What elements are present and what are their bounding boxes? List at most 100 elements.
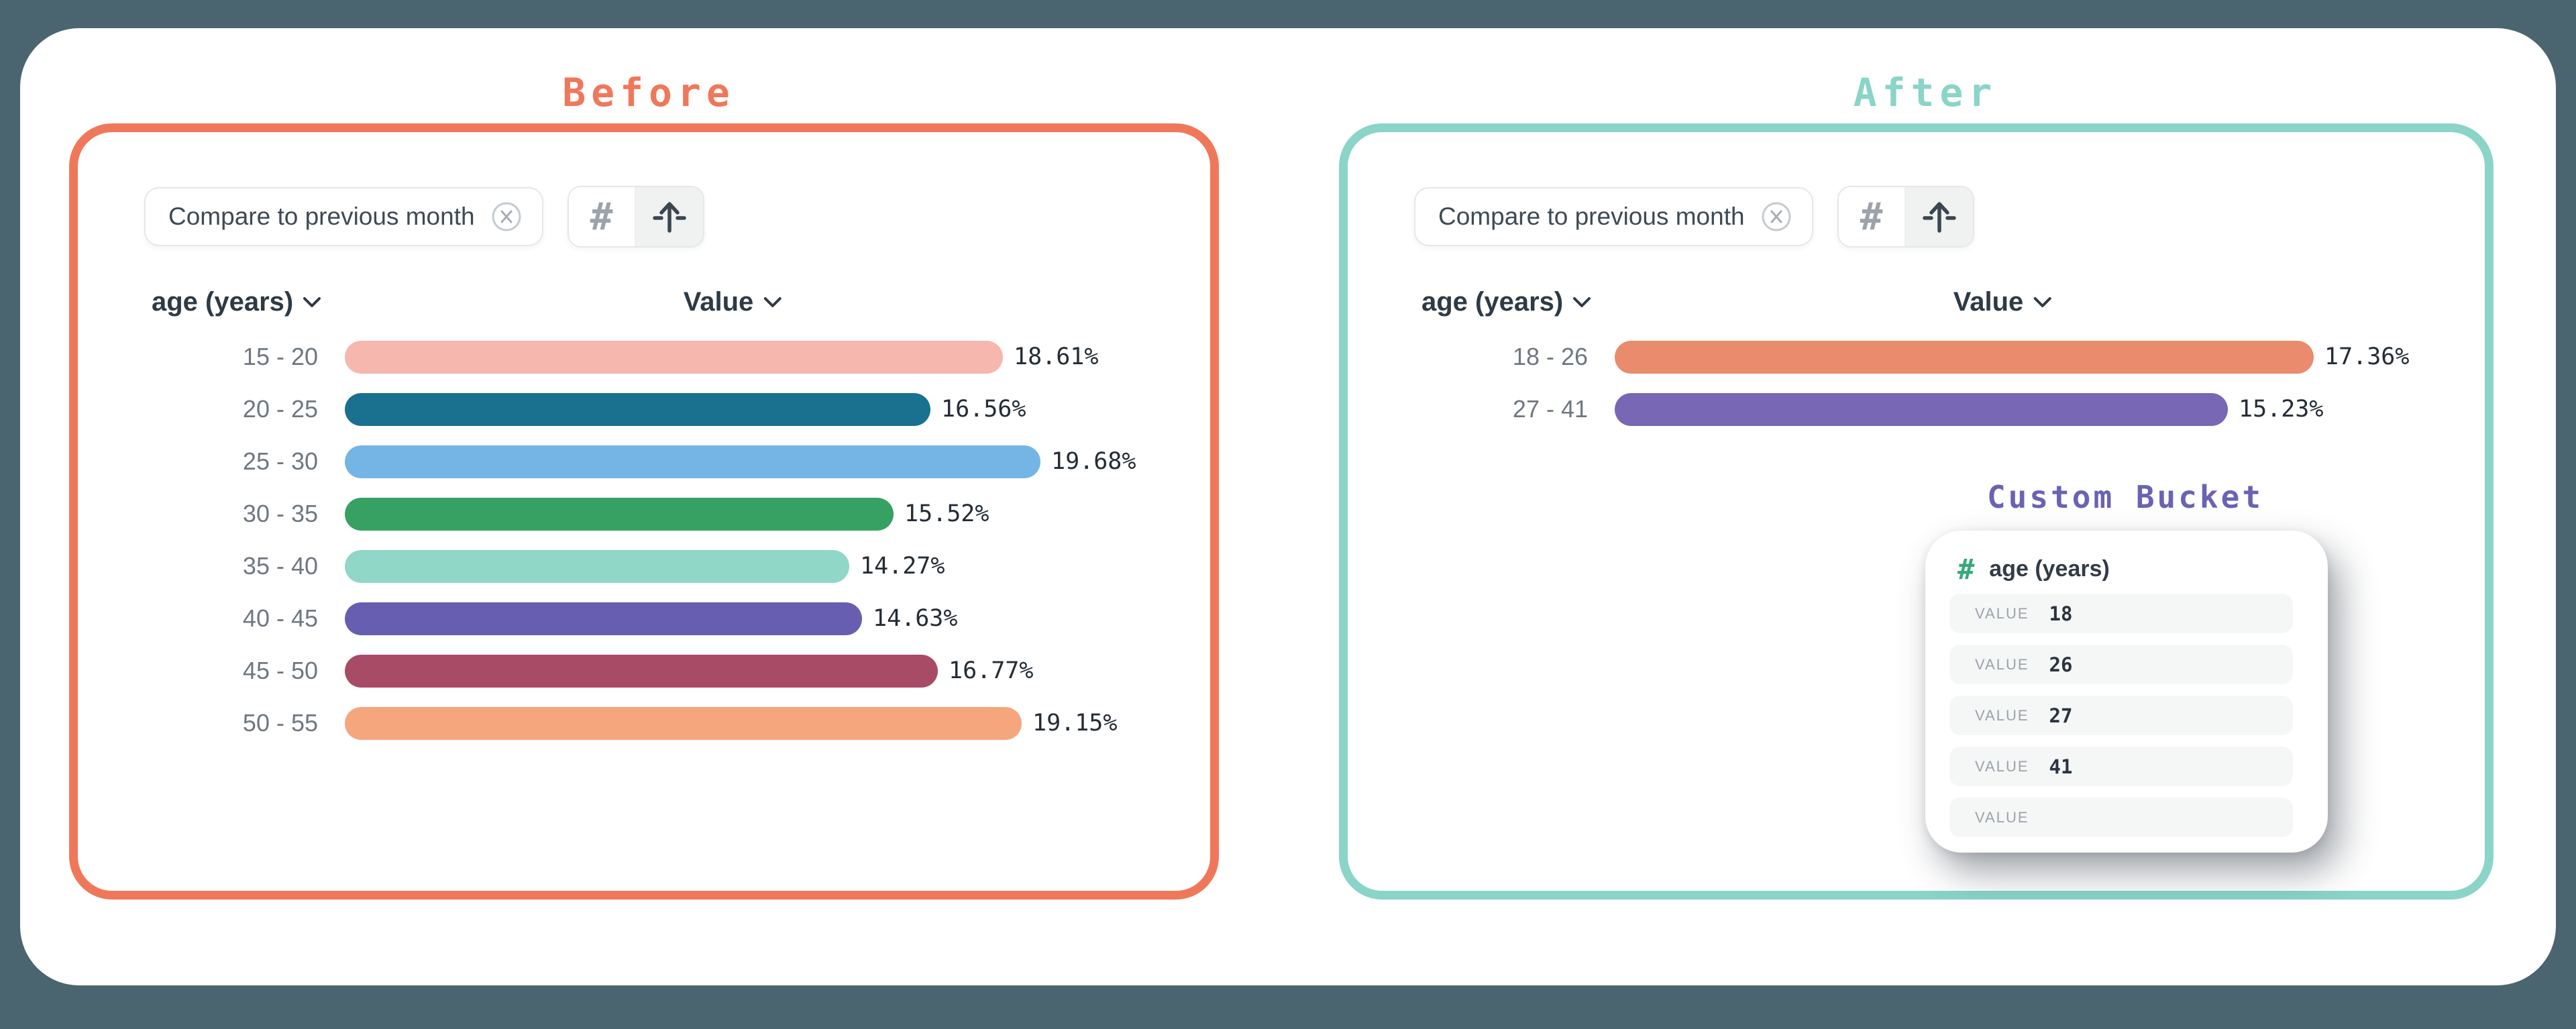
after-toolbar: Compare to previous month # [1414, 186, 1974, 248]
bar[interactable] [345, 706, 1022, 740]
bar[interactable] [345, 392, 930, 426]
before-toolbar: Compare to previous month # [144, 186, 704, 248]
column-header-value-label: Value [683, 287, 754, 317]
bar[interactable] [1615, 392, 2228, 426]
value-input[interactable]: 27 [2049, 704, 2073, 727]
after-bar-chart: 18 - 26 17.36% 27 - 41 15.23% [1348, 331, 2485, 435]
hash-view-button[interactable]: # [568, 187, 636, 246]
bar-track: 14.63% [345, 602, 1210, 635]
column-header-value[interactable]: Value [684, 287, 782, 317]
category-label: 15 - 20 [242, 343, 318, 370]
custom-bucket-title: Custom Bucket [1986, 479, 2264, 515]
bar-track: 17.36% [1615, 340, 2485, 374]
value-input[interactable]: 26 [2049, 653, 2073, 676]
value-row-label: VALUE [1975, 757, 2029, 775]
category-label: 25 - 30 [242, 447, 318, 475]
before-panel: Compare to previous month # age (years) [69, 123, 1219, 900]
value-row-label: VALUE [1975, 808, 2029, 826]
before-bar-chart: 15 - 20 18.61% 20 - 25 16.56% 25 - 30 19.68% 3… [78, 331, 1210, 749]
circle-x-icon[interactable] [1761, 201, 1792, 232]
filter-chip-label: Compare to previous month [168, 203, 475, 230]
bar-track: 15.52% [345, 497, 1210, 531]
bar-row: 18 - 26 17.36% [1348, 331, 2485, 383]
category-label: 27 - 41 [1512, 395, 1588, 423]
bar[interactable] [345, 445, 1040, 478]
bar-track: 18.61% [345, 340, 1210, 374]
circle-x-icon[interactable] [491, 201, 522, 232]
bucket-view-button[interactable] [635, 187, 703, 246]
bar-track: 15.23% [1615, 392, 2485, 426]
chevron-down-icon [2033, 296, 2051, 307]
column-header-value-label: Value [1953, 287, 2024, 317]
bar-value-label: 14.63% [873, 605, 958, 632]
column-header-age[interactable]: age (years) [152, 287, 321, 317]
value-row[interactable]: VALUE [1949, 798, 2293, 837]
after-title: After [1853, 70, 1998, 115]
bar-row: 45 - 50 16.77% [78, 645, 1210, 697]
bar-row: 27 - 41 15.23% [1348, 383, 2485, 435]
bar-row: 40 - 45 14.63% [78, 592, 1210, 645]
bar[interactable] [345, 654, 938, 688]
view-toggle: # [1837, 186, 1974, 248]
bar-value-label: 18.61% [1014, 343, 1099, 370]
value-row-label: VALUE [1975, 655, 2029, 673]
custom-bucket-popup: # age (years) VALUE 18 VALUE 26 VALUE 27 VALUE… [1925, 531, 2328, 853]
value-input[interactable]: 41 [2049, 755, 2073, 778]
bucket-view-button[interactable] [1905, 187, 1973, 246]
filter-chip[interactable]: Compare to previous month [1414, 187, 1813, 246]
category-label: 40 - 45 [242, 604, 318, 632]
filter-chip-label: Compare to previous month [1438, 203, 1745, 230]
bar-row: 50 - 55 19.15% [78, 697, 1210, 749]
after-panel: Compare to previous month # age (years) [1339, 123, 2493, 900]
bar-value-label: 15.52% [904, 500, 989, 527]
popup-field-name: age (years) [1989, 555, 2110, 582]
view-toggle: # [567, 186, 704, 248]
value-row[interactable]: VALUE 41 [1949, 747, 2293, 786]
category-label: 18 - 26 [1512, 343, 1588, 370]
category-label: 30 - 35 [242, 500, 318, 527]
bar[interactable] [1615, 340, 2314, 374]
bar-track: 19.68% [345, 445, 1210, 478]
bar-row: 15 - 20 18.61% [78, 331, 1210, 383]
value-row[interactable]: VALUE 27 [1949, 696, 2293, 735]
value-row[interactable]: VALUE 18 [1949, 594, 2293, 633]
bucket-arrow-up-icon [652, 202, 686, 233]
value-input[interactable]: 18 [2049, 602, 2073, 625]
category-label: 45 - 50 [242, 657, 318, 684]
bar-track: 14.27% [345, 549, 1210, 583]
hash-view-button[interactable]: # [1838, 187, 1906, 246]
value-row-label: VALUE [1975, 604, 2029, 622]
bar-value-label: 17.36% [2324, 343, 2410, 370]
column-header-age-label: age (years) [1421, 287, 1564, 317]
bar-value-label: 15.23% [2239, 396, 2324, 423]
bar-row: 35 - 40 14.27% [78, 540, 1210, 592]
filter-chip[interactable]: Compare to previous month [144, 187, 543, 246]
bar-value-label: 19.15% [1032, 710, 1118, 737]
before-title: Before [562, 70, 735, 115]
chevron-down-icon [763, 296, 782, 307]
bar-track: 16.77% [345, 654, 1210, 688]
bar-track: 19.15% [345, 706, 1210, 740]
bar[interactable] [345, 497, 894, 531]
bar-value-label: 16.77% [949, 657, 1034, 684]
bucket-arrow-up-icon [1922, 202, 1956, 233]
bar-track: 16.56% [345, 392, 1210, 426]
bar-value-label: 16.56% [941, 396, 1026, 423]
value-row[interactable]: VALUE 26 [1949, 645, 2293, 684]
bar-value-label: 14.27% [860, 553, 945, 580]
bar-value-label: 19.68% [1051, 448, 1136, 475]
bar[interactable] [345, 549, 849, 583]
popup-field-header: # age (years) [1949, 548, 2293, 590]
column-header-value[interactable]: Value [1953, 287, 2052, 317]
bucket-value-rows: VALUE 18 VALUE 26 VALUE 27 VALUE 41 VALUE [1949, 594, 2293, 837]
category-label: 35 - 40 [242, 552, 318, 580]
hash-icon: # [1860, 195, 1883, 239]
numeric-hash-icon: # [1957, 552, 1975, 586]
bar-row: 30 - 35 15.52% [78, 488, 1210, 540]
bar[interactable] [345, 340, 1003, 374]
column-header-age[interactable]: age (years) [1421, 287, 1591, 317]
category-label: 50 - 55 [242, 709, 318, 737]
hash-icon: # [590, 195, 613, 239]
bar[interactable] [345, 602, 862, 635]
category-label: 20 - 25 [242, 395, 318, 423]
